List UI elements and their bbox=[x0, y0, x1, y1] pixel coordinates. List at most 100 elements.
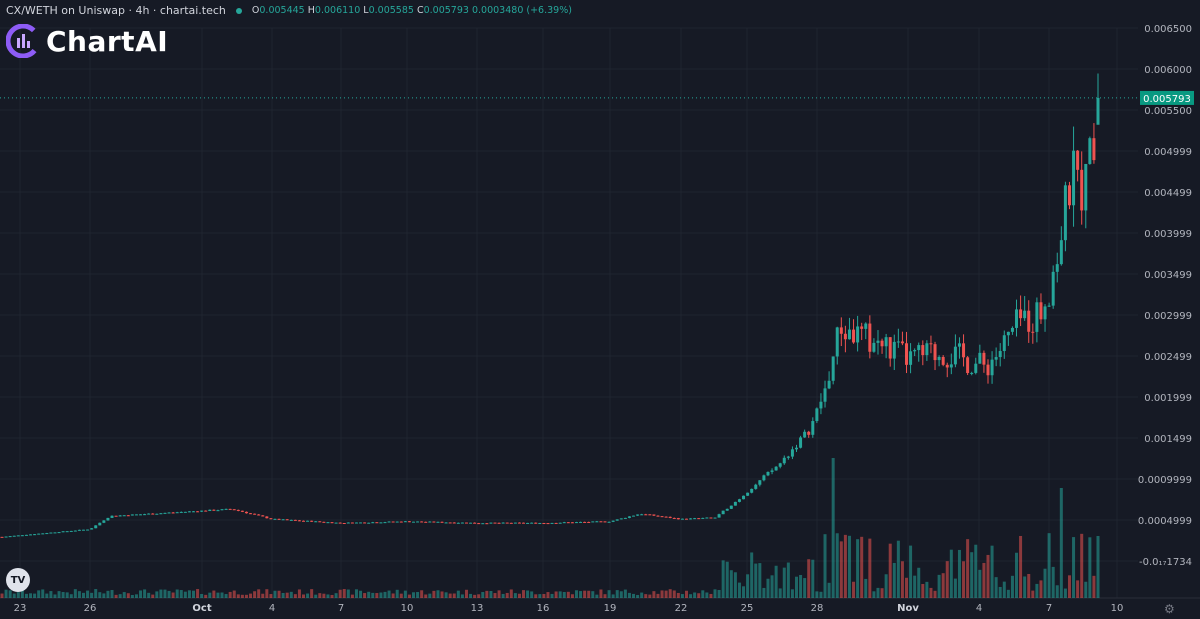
volume-bar bbox=[228, 591, 232, 598]
candle-body bbox=[619, 518, 623, 520]
candle-body bbox=[212, 509, 216, 511]
volume-bar bbox=[473, 594, 477, 598]
volume-bar bbox=[200, 593, 204, 598]
tradingview-icon[interactable]: TV bbox=[6, 568, 30, 592]
candle-body bbox=[4, 536, 8, 538]
candle-body bbox=[183, 511, 187, 513]
candle-body bbox=[139, 514, 143, 516]
candle-body bbox=[1043, 306, 1047, 320]
volume-bar bbox=[1006, 589, 1010, 598]
candle-body bbox=[110, 515, 114, 518]
volume-bar bbox=[774, 565, 778, 598]
volume-bar bbox=[611, 594, 615, 598]
volume-bar bbox=[342, 589, 346, 598]
volume-bar bbox=[1088, 537, 1092, 598]
candle-body bbox=[399, 521, 403, 523]
candle-body bbox=[892, 341, 896, 359]
volume-bar bbox=[90, 592, 94, 598]
candle-body bbox=[742, 495, 746, 500]
candle-body bbox=[566, 522, 570, 524]
gear-icon[interactable]: ⚙ bbox=[1164, 602, 1175, 616]
volume-bar bbox=[456, 590, 460, 598]
candle-body bbox=[90, 528, 94, 530]
candle-body bbox=[61, 531, 65, 533]
volume-bar bbox=[224, 594, 228, 598]
y-tick-label: 0.004999 bbox=[1144, 147, 1192, 158]
volume-bar bbox=[1080, 533, 1084, 598]
volume-bar bbox=[717, 590, 721, 598]
candle-body bbox=[114, 515, 118, 517]
candle-body bbox=[412, 521, 416, 523]
candle-body bbox=[200, 510, 204, 512]
x-tick-label: 13 bbox=[471, 603, 484, 614]
candle-body bbox=[322, 521, 326, 523]
candle-body bbox=[407, 521, 411, 523]
volume-bar bbox=[941, 573, 945, 598]
volume-bar bbox=[53, 594, 57, 598]
candle-body bbox=[627, 516, 631, 518]
volume-bar bbox=[155, 591, 159, 598]
candle-body bbox=[1006, 331, 1010, 336]
volume-bar bbox=[737, 582, 741, 598]
candle-body bbox=[277, 518, 281, 520]
volume-bar bbox=[147, 592, 151, 598]
candle-body bbox=[668, 516, 672, 518]
candle-body bbox=[159, 513, 163, 515]
candle-body bbox=[852, 329, 856, 343]
candle-body bbox=[554, 522, 558, 524]
volume-bar bbox=[725, 561, 729, 598]
volume-bar bbox=[746, 574, 750, 598]
volume-bar bbox=[428, 593, 432, 598]
candle-body bbox=[1059, 240, 1063, 265]
volume-bar bbox=[501, 593, 505, 598]
candle-body bbox=[481, 523, 485, 525]
volume-bar bbox=[579, 591, 583, 598]
candle-body bbox=[652, 514, 656, 516]
volume-bar bbox=[872, 591, 876, 598]
candle-body bbox=[175, 512, 179, 514]
candle-body bbox=[713, 517, 717, 519]
candle-body bbox=[469, 522, 473, 524]
candle-body bbox=[746, 492, 750, 496]
candle-body bbox=[884, 337, 888, 347]
candle-body bbox=[261, 515, 265, 517]
candle-body bbox=[497, 522, 501, 524]
volume-bar bbox=[118, 594, 122, 598]
volume-bar bbox=[240, 594, 244, 598]
volume-bar bbox=[367, 591, 371, 598]
volume-bar bbox=[831, 458, 835, 598]
candle-body bbox=[790, 449, 794, 457]
x-tick-label: 19 bbox=[604, 603, 617, 614]
volume-bar bbox=[554, 591, 558, 598]
y-tick-label: 0.003999 bbox=[1144, 229, 1192, 240]
candle-body bbox=[375, 522, 379, 524]
candle-body bbox=[640, 514, 644, 516]
volume-bar bbox=[416, 592, 420, 598]
volume-bar bbox=[888, 543, 892, 598]
volume-bar bbox=[387, 590, 391, 598]
candle-body bbox=[835, 327, 839, 357]
volume-bar bbox=[489, 591, 493, 598]
volume-bar bbox=[982, 562, 986, 598]
candle-body bbox=[16, 535, 20, 537]
candle-body bbox=[436, 521, 440, 523]
y-tick-label: 0.005500 bbox=[1144, 106, 1192, 117]
candle-body bbox=[363, 522, 367, 524]
candle-body bbox=[709, 517, 713, 519]
volume-bar bbox=[77, 591, 81, 598]
candle-body bbox=[970, 372, 974, 374]
volume-bar bbox=[399, 593, 403, 598]
candle-body bbox=[778, 463, 782, 467]
candle-body bbox=[656, 515, 660, 517]
candle-body bbox=[98, 522, 102, 526]
candle-body bbox=[583, 521, 587, 523]
x-tick-label: 22 bbox=[675, 603, 688, 614]
candle-body bbox=[896, 341, 900, 343]
volume-bar bbox=[623, 589, 627, 598]
volume-bar bbox=[953, 578, 957, 598]
candle-body bbox=[171, 512, 175, 514]
candle-body bbox=[354, 522, 358, 524]
candle-body bbox=[921, 345, 925, 356]
volume-bar bbox=[811, 559, 815, 598]
